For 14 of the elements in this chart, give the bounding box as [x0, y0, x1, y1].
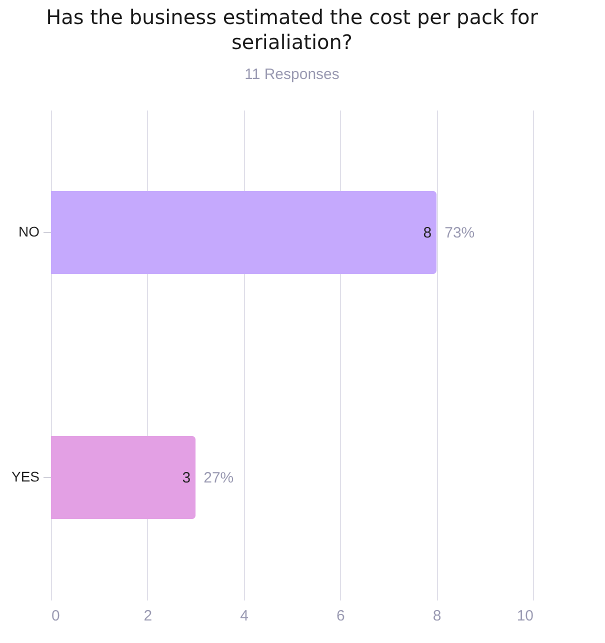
y-tick-label: YES: [11, 468, 40, 484]
x-tick-label: 6: [336, 608, 345, 624]
x-tick-label: 10: [516, 608, 534, 624]
chart-title: Has the business estimated the cost per pack for serialiation?: [46, 5, 539, 54]
data-label: 3: [182, 470, 191, 486]
x-tick-label: 4: [240, 608, 248, 624]
x-tick-label: 8: [432, 608, 442, 624]
annotation: 73%: [444, 224, 475, 242]
chart-subtitle: 11 Responses: [244, 66, 340, 83]
x-tick-label: 2: [144, 608, 152, 624]
y-tick-label: NO: [18, 224, 40, 240]
annotation: 27%: [204, 470, 234, 486]
x-tick-label: 0: [52, 608, 60, 624]
data-label: 8: [423, 224, 432, 242]
